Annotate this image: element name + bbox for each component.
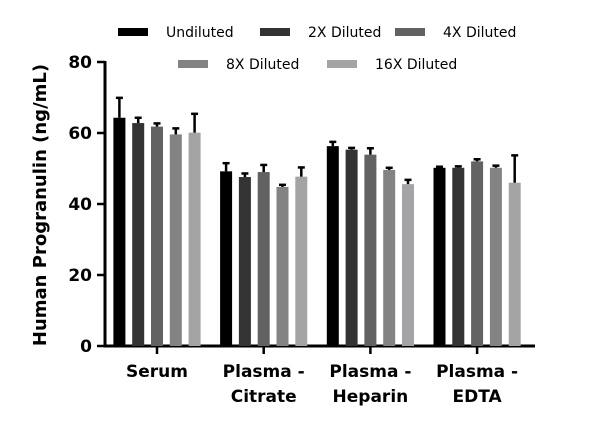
bar <box>113 117 126 346</box>
y-tick-label: 40 <box>68 195 92 215</box>
category-label: Citrate <box>231 387 297 407</box>
legend-label: 8X Diluted <box>226 57 299 73</box>
bar <box>257 172 270 346</box>
bar <box>326 146 339 346</box>
bar <box>471 161 484 346</box>
y-tick-label: 60 <box>68 124 92 144</box>
legend-swatch <box>178 60 208 68</box>
bar <box>238 177 251 346</box>
legend-label: Undiluted <box>166 25 234 41</box>
legend-swatch <box>395 28 425 36</box>
category-labels: Serum Plasma - Citrate Plasma - Heparin Plasm… <box>126 362 518 407</box>
bar <box>364 154 377 346</box>
bar <box>188 132 201 346</box>
category-label: Plasma - <box>223 362 305 382</box>
bar <box>151 126 163 346</box>
category-label: Serum <box>126 362 188 382</box>
bar <box>402 184 414 346</box>
legend-label: 4X Diluted <box>443 25 516 41</box>
bar <box>169 134 182 346</box>
legend-label: 2X Diluted <box>308 25 381 41</box>
bars <box>113 96 521 346</box>
legend-swatch <box>260 28 290 36</box>
category-label: EDTA <box>453 387 503 407</box>
legend-label: 16X Diluted <box>375 57 457 73</box>
bar <box>276 186 289 346</box>
y-tick-label: 0 <box>80 337 92 357</box>
bar <box>452 167 465 346</box>
category-label: Plasma - <box>436 362 518 382</box>
category-label: Heparin <box>333 387 409 407</box>
category-label: Plasma - <box>329 362 411 382</box>
bar <box>383 169 396 346</box>
y-tick-label: 80 <box>68 53 92 73</box>
bar <box>433 167 446 346</box>
bar <box>220 171 233 346</box>
bar <box>508 182 521 346</box>
bar <box>295 176 308 346</box>
bar <box>345 149 358 346</box>
legend: Undiluted 2X Diluted 4X Diluted 8X Diluted 1… <box>118 25 516 73</box>
bar <box>132 123 145 346</box>
legend-swatch <box>118 28 148 36</box>
y-axis-label: Human Progranulin (ng/mL) <box>30 64 51 346</box>
y-tick-label: 20 <box>68 266 92 286</box>
legend-swatch <box>327 60 357 68</box>
bar <box>489 167 502 346</box>
